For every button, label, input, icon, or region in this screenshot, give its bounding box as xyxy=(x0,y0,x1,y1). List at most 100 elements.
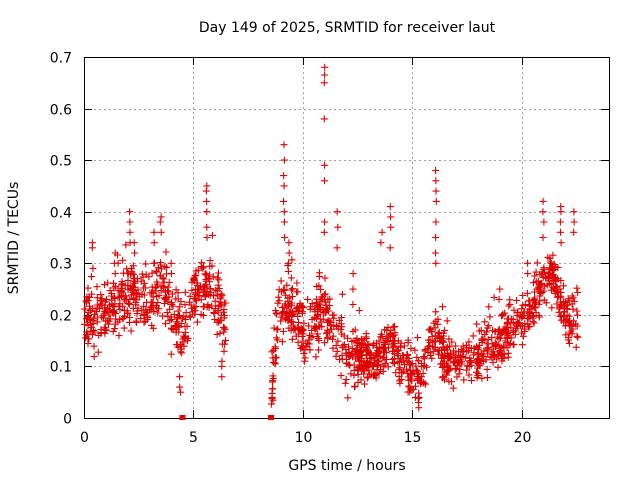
data-point xyxy=(570,228,578,236)
data-point xyxy=(115,332,123,340)
data-point xyxy=(432,249,439,257)
data-point xyxy=(556,292,564,300)
data-point xyxy=(280,208,288,216)
data-point xyxy=(489,358,497,366)
data-point xyxy=(569,305,577,313)
data-point xyxy=(126,208,134,216)
data-point xyxy=(391,359,398,367)
data-point xyxy=(90,353,98,361)
data-point xyxy=(495,295,503,303)
data-point xyxy=(174,307,182,315)
data-point xyxy=(170,310,178,318)
data-point xyxy=(376,343,384,351)
data-point xyxy=(519,332,527,340)
data-point xyxy=(375,337,383,345)
data-point xyxy=(214,274,222,282)
data-point xyxy=(119,256,127,264)
data-point xyxy=(93,283,101,291)
data-point xyxy=(387,213,395,221)
data-point xyxy=(96,297,104,305)
data-point xyxy=(560,282,567,290)
data-point xyxy=(288,256,296,264)
data-point xyxy=(321,339,329,347)
data-point xyxy=(351,382,359,390)
data-point xyxy=(199,264,207,272)
data-point xyxy=(557,208,565,216)
data-point xyxy=(321,218,329,226)
data-point xyxy=(220,347,228,355)
data-point xyxy=(126,318,133,326)
y-tick-label: 0.7 xyxy=(50,51,72,67)
data-point xyxy=(407,344,415,352)
data-point xyxy=(554,289,562,296)
data-point xyxy=(468,376,475,384)
data-point xyxy=(122,241,130,249)
data-point xyxy=(150,228,158,236)
data-point xyxy=(154,299,162,306)
data-point xyxy=(465,338,473,346)
data-point xyxy=(537,288,545,296)
data-point xyxy=(82,297,90,305)
data-point xyxy=(526,301,534,309)
data-point xyxy=(149,324,157,332)
data-point xyxy=(119,314,127,322)
data-point xyxy=(539,234,547,241)
data-point xyxy=(188,304,196,312)
data-point xyxy=(327,325,335,333)
data-point xyxy=(554,264,562,272)
data-point xyxy=(118,278,126,286)
data-point xyxy=(532,268,540,276)
data-point xyxy=(132,317,140,325)
data-point xyxy=(432,187,440,195)
data-point xyxy=(475,355,482,363)
data-point xyxy=(268,385,276,393)
data-point xyxy=(315,272,323,280)
data-point xyxy=(451,352,459,360)
data-point xyxy=(91,308,99,315)
data-point xyxy=(89,317,97,324)
data-point xyxy=(127,327,135,335)
data-point xyxy=(385,338,393,346)
data-point xyxy=(316,323,324,331)
data-point xyxy=(472,343,480,351)
data-point xyxy=(473,320,481,328)
data-point xyxy=(148,269,156,277)
data-point xyxy=(280,218,288,226)
data-point xyxy=(154,309,162,317)
data-point xyxy=(341,379,349,387)
data-point xyxy=(281,300,289,308)
data-point xyxy=(288,293,296,300)
data-point xyxy=(182,309,190,317)
data-point xyxy=(333,244,341,252)
data-point xyxy=(123,307,131,315)
data-point xyxy=(463,366,470,374)
data-point xyxy=(268,393,276,401)
y-tick-label: 0 xyxy=(63,412,72,428)
x-tick-label: 0 xyxy=(80,430,89,446)
data-points xyxy=(80,63,582,412)
data-point xyxy=(176,373,184,381)
data-point xyxy=(106,287,114,294)
data-point xyxy=(84,340,92,347)
data-point xyxy=(445,335,453,343)
data-point xyxy=(355,340,363,348)
data-point xyxy=(380,353,388,361)
data-point xyxy=(573,322,581,330)
data-point xyxy=(327,319,335,326)
data-point xyxy=(344,394,352,402)
data-point xyxy=(174,321,182,329)
data-point xyxy=(141,284,149,292)
data-point xyxy=(437,360,445,368)
data-point xyxy=(314,312,322,320)
data-point xyxy=(288,335,296,343)
data-point xyxy=(497,330,505,338)
data-point xyxy=(435,328,443,336)
data-point xyxy=(524,320,532,328)
data-point xyxy=(393,347,401,355)
data-point xyxy=(83,312,91,320)
data-point xyxy=(513,296,521,304)
data-point xyxy=(164,283,172,291)
zero-marker xyxy=(179,415,186,420)
data-point xyxy=(386,203,394,211)
data-point xyxy=(395,365,403,373)
